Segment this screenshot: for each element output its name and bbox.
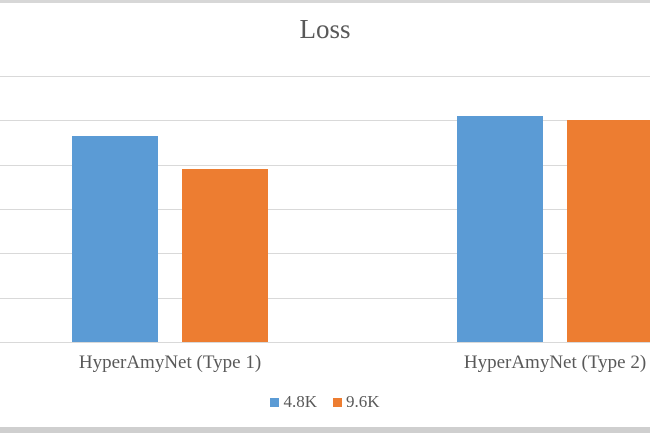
gridline (0, 209, 650, 210)
gridline (0, 76, 650, 78)
legend-item: 4.8K (270, 392, 317, 412)
legend-label: 4.8K (283, 392, 317, 411)
legend-swatch-icon (270, 397, 280, 407)
gridline (0, 297, 650, 299)
bottom-border-band (0, 427, 650, 433)
bar-series2-category1 (182, 169, 268, 342)
top-border-band (0, 0, 650, 3)
legend: 4.8K 9.6K (0, 392, 650, 412)
bar-series2-category2 (567, 119, 650, 342)
bar-series1-category2 (457, 115, 543, 342)
legend-item: 9.6K (333, 392, 380, 412)
chart-title: Loss (299, 14, 351, 44)
bar-series1-category1 (72, 136, 158, 342)
gridline (0, 253, 650, 255)
legend-swatch-icon (333, 397, 342, 407)
x-axis-category-label: HyperAmyNet (Type 1) (78, 352, 262, 373)
gridline (0, 120, 650, 122)
gridline (0, 164, 650, 166)
legend-label: 9.6K (346, 392, 380, 411)
x-axis-line (0, 342, 650, 343)
x-axis-category-label: HyperAmyNet (Type 2) (463, 352, 647, 373)
